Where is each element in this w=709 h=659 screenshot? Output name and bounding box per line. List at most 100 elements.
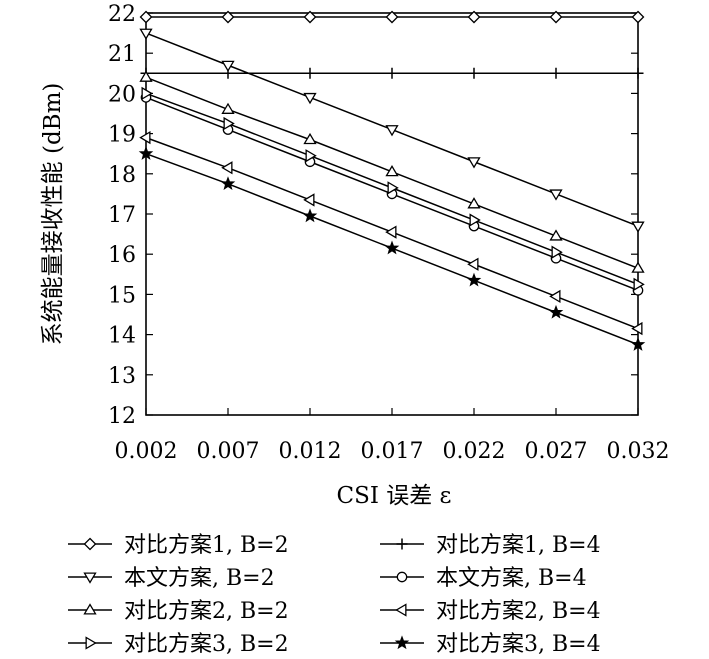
series-1 [139, 10, 645, 24]
data-point [303, 193, 315, 207]
series-4 [140, 92, 644, 296]
legend-entry: 对比方案3, B=4 [380, 632, 601, 657]
legend-entry: 对比方案2, B=2 [68, 599, 289, 624]
data-point [220, 176, 236, 191]
data-point [139, 70, 153, 82]
legend-marker [83, 537, 97, 551]
legend-marker [396, 571, 408, 583]
data-point [467, 10, 481, 24]
data-point [384, 240, 400, 255]
data-point [221, 102, 235, 114]
plot-area: 12 13 14 15 16 17 18 19 20 21 22 0.002 0.007 0.012 0.0… [108, 2, 669, 464]
data-point [631, 261, 645, 273]
data-point [221, 10, 235, 24]
legend-label: 对比方案3, B=4 [436, 632, 601, 657]
data-point [221, 60, 235, 73]
series-5 [139, 70, 645, 273]
legend-entry: 本文方案, B=2 [68, 566, 275, 591]
y-tick-label: 20 [108, 82, 136, 107]
data-point [551, 245, 563, 259]
legend-entry: 对比方案1, B=4 [380, 533, 601, 558]
data-point [385, 165, 399, 177]
data-point [632, 67, 644, 79]
data-point [467, 197, 481, 209]
data-point [305, 149, 317, 163]
legend-label: 对比方案1, B=2 [124, 533, 289, 558]
legend-label: 对比方案2, B=2 [124, 599, 289, 624]
x-tick-label: 0.017 [361, 439, 424, 464]
data-point [466, 272, 482, 287]
x-tick-label: 0.032 [607, 439, 670, 464]
data-point [303, 92, 317, 105]
x-tick-label: 0.022 [443, 439, 506, 464]
data-point [468, 67, 480, 79]
legend-marker [83, 572, 97, 584]
data-point [631, 221, 645, 233]
data-point [631, 321, 643, 336]
data-point [467, 257, 479, 271]
data-point [304, 67, 316, 79]
data-point [630, 337, 646, 351]
data-point [549, 189, 563, 201]
legend-label: 对比方案3, B=2 [124, 632, 289, 657]
y-tick-label: 19 [108, 123, 136, 148]
legend-marker [83, 603, 97, 615]
data-point [302, 208, 318, 223]
data-point [549, 229, 563, 241]
y-tick-label: 15 [108, 283, 136, 308]
x-tick-label: 0.007 [197, 439, 260, 464]
data-point [141, 86, 153, 101]
data-point [549, 289, 561, 304]
legend-marker [395, 603, 407, 617]
data-point [549, 10, 563, 24]
y-tick-label: 13 [108, 364, 136, 389]
legend-label: 对比方案2, B=4 [436, 599, 601, 624]
legend-label: 本文方案, B=4 [436, 566, 587, 591]
legend-marker [394, 635, 410, 650]
y-tick-label: 16 [108, 243, 136, 268]
series-6 [139, 130, 643, 336]
data-point [303, 10, 317, 24]
y-tick-label: 17 [108, 203, 136, 228]
data-point [387, 181, 399, 195]
legend: 对比方案1, B=2 对比方案1, B=4 本文方案, B=2 本文方案, B=4 对比… [68, 533, 601, 657]
y-tick-label: 22 [108, 2, 136, 27]
legend-entry: 对比方案1, B=2 [68, 533, 289, 558]
data-point [139, 28, 153, 40]
data-point [633, 277, 645, 291]
data-point [550, 67, 562, 79]
data-point [631, 10, 645, 24]
data-point [139, 130, 151, 145]
series-8 [138, 146, 646, 351]
data-point [386, 67, 398, 79]
y-tick-label: 18 [108, 163, 136, 188]
data-point [548, 304, 564, 319]
legend-entry: 本文方案, B=4 [380, 566, 587, 591]
data-point [303, 132, 317, 145]
x-tick-label: 0.027 [525, 439, 588, 464]
y-tick-label: 12 [108, 404, 136, 429]
x-tick-label: 0.002 [115, 439, 178, 464]
legend-marker [396, 538, 408, 550]
legend-marker [85, 636, 97, 650]
y-tick-label: 21 [108, 42, 136, 67]
y-tick-label: 14 [108, 324, 136, 349]
series-3 [139, 28, 645, 233]
legend-entry: 对比方案3, B=2 [68, 632, 289, 657]
y-axis-label: 系统能量接收性能 (dBm) [40, 83, 66, 346]
series-2 [140, 67, 644, 79]
data-point [385, 125, 399, 137]
series-7 [141, 86, 645, 291]
data-point [138, 146, 154, 160]
data-point [139, 10, 153, 24]
data-point [385, 10, 399, 24]
data-point [221, 161, 233, 175]
legend-label: 对比方案1, B=4 [436, 533, 601, 558]
data-point [223, 116, 235, 131]
data-point [467, 157, 481, 169]
x-axis-label: CSI 误差 ε [337, 483, 452, 509]
legend-label: 本文方案, B=2 [124, 566, 275, 591]
data-point [385, 225, 397, 239]
legend-entry: 对比方案2, B=4 [380, 599, 601, 624]
